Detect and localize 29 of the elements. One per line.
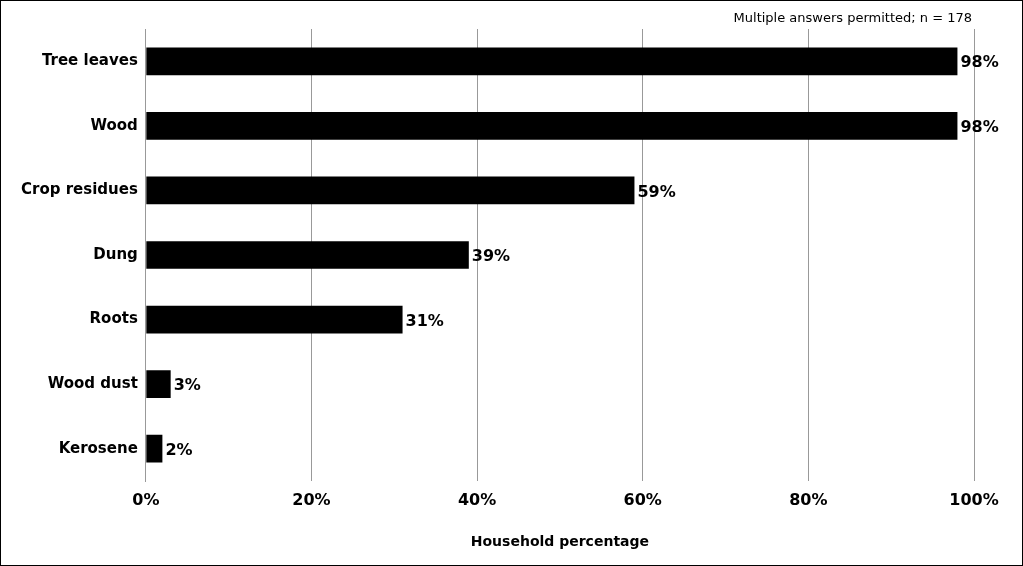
y-tick-label: Crop residues: [20, 180, 138, 199]
x-tick-label: 60%: [623, 489, 662, 509]
bar: [146, 176, 635, 205]
y-tick-label: Roots: [89, 309, 138, 328]
x-tick-label: 40%: [457, 489, 497, 509]
data-label: 98%: [960, 117, 999, 137]
x-tick-label: 80%: [789, 489, 828, 509]
y-tick-label: Wood dust: [47, 374, 138, 393]
bar: [146, 434, 163, 463]
y-tick-label: Kerosene: [58, 438, 138, 457]
data-label: 31%: [405, 310, 444, 330]
bar: [146, 47, 958, 76]
bar: [146, 305, 403, 334]
text: Multiple answers permitted; n = 178: [733, 9, 972, 25]
data-label: 98%: [960, 52, 999, 72]
data-label: 2%: [165, 439, 193, 459]
x-tick-label: 0%: [132, 489, 160, 509]
bar: [146, 112, 958, 140]
y-tick-label: Dung: [93, 244, 138, 263]
x-axis-title: Household percentage: [470, 533, 650, 550]
y-tick-label: Wood: [90, 115, 138, 134]
x-tick-label: 100%: [949, 489, 999, 509]
data-label: 3%: [173, 375, 201, 395]
x-tick-label: 20%: [292, 489, 331, 509]
bar: [146, 370, 171, 398]
y-tick-label: Tree leaves: [41, 51, 138, 70]
bar: [146, 241, 469, 269]
data-label: 39%: [471, 246, 511, 266]
data-label: 59%: [637, 181, 676, 201]
